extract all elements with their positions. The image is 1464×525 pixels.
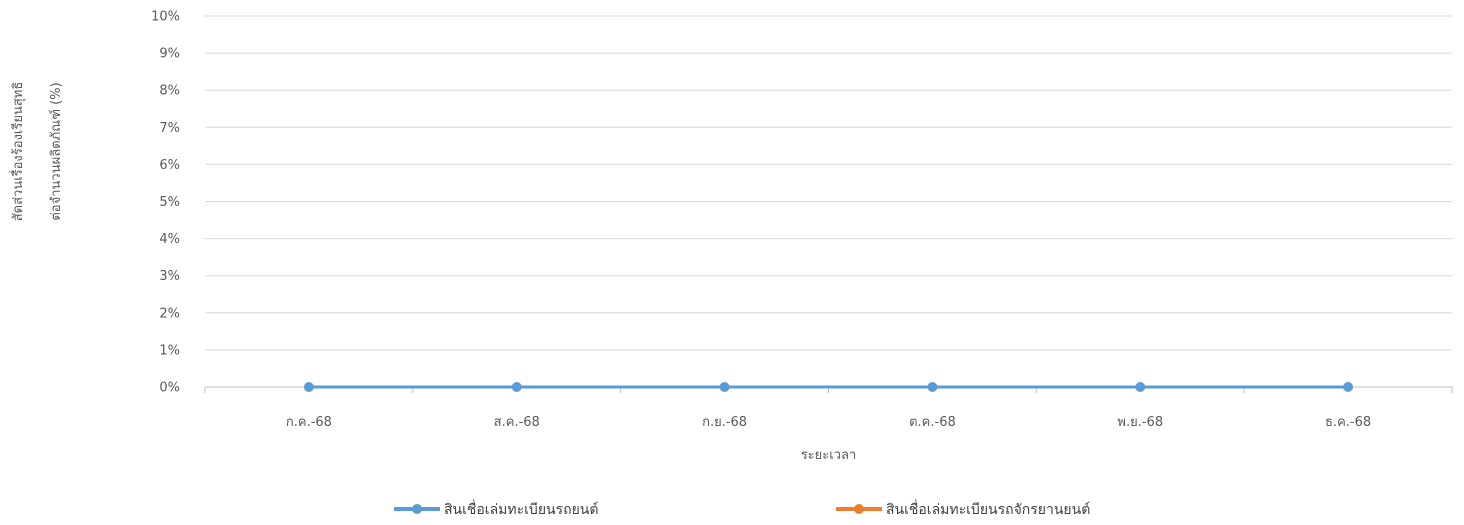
- y-tick-label: 5%: [159, 195, 180, 210]
- y-tick-label: 9%: [159, 47, 180, 62]
- x-tick-label: ส.ค.-68: [494, 415, 540, 430]
- y-tick-label: 7%: [159, 121, 180, 136]
- legend-label: สินเชื่อเล่มทะเบียนรถจักรยานยนต์: [886, 500, 1090, 518]
- x-axis-title: ระยะเวลา: [801, 448, 857, 463]
- y-tick-label: 0%: [159, 381, 180, 396]
- y-tick-label: 6%: [159, 158, 180, 173]
- legend-label: สินเชื่อเล่มทะเบียนรถยนต์: [444, 500, 598, 518]
- y-tick-label: 1%: [159, 343, 180, 358]
- y-tick-label: 3%: [159, 269, 180, 284]
- legend-marker: [412, 504, 422, 514]
- y-axis-title: สัดส่วนเรื่องร้องเรียนสุทธิ: [9, 82, 26, 222]
- x-tick-label: ต.ค.-68: [909, 415, 956, 430]
- data-point: [719, 382, 730, 392]
- y-axis-title: ต่อจำนวนผลิตภัณฑ์ (%): [48, 82, 64, 220]
- legend-marker: [854, 504, 864, 514]
- data-point: [511, 382, 522, 392]
- y-tick-label: 8%: [159, 84, 180, 99]
- y-tick-label: 4%: [159, 232, 180, 247]
- y-tick-label: 10%: [151, 10, 180, 25]
- data-point: [1343, 382, 1354, 392]
- data-point: [303, 382, 314, 392]
- x-tick-label: พ.ย.-68: [1117, 415, 1163, 430]
- x-tick-label: ก.ค.-68: [286, 415, 332, 430]
- data-point: [927, 382, 938, 392]
- data-point: [1135, 382, 1146, 392]
- y-tick-label: 2%: [159, 306, 180, 321]
- x-tick-label: ก.ย.-68: [702, 415, 747, 430]
- x-tick-label: ธ.ค.-68: [1325, 415, 1371, 430]
